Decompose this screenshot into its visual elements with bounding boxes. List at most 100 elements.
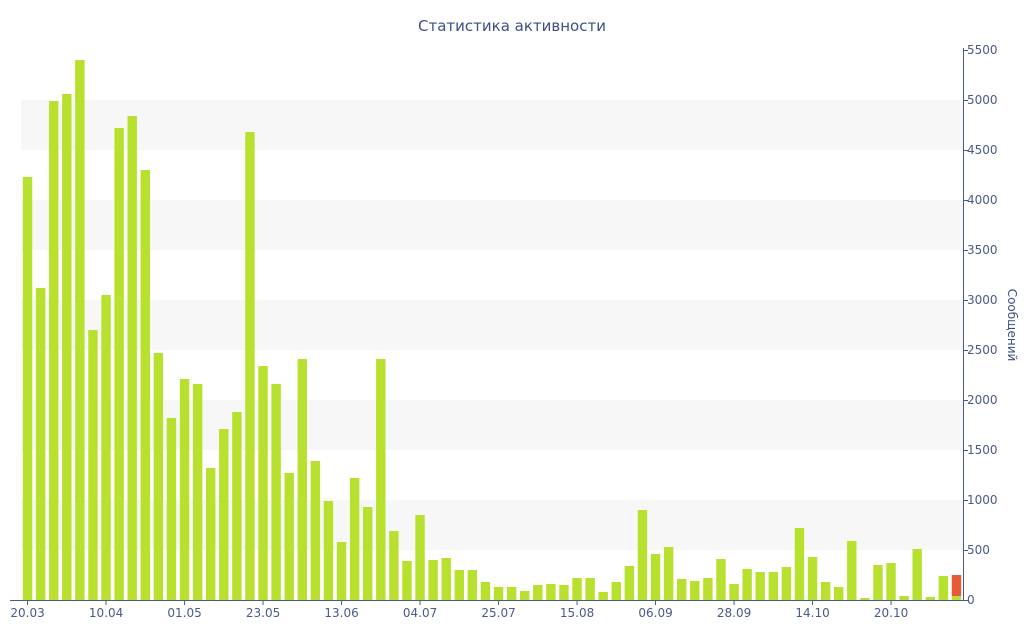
bar: [349, 478, 360, 600]
bar: [925, 597, 935, 600]
bar: [624, 566, 635, 600]
y-tick-label: 4000: [967, 193, 998, 207]
bar: [755, 572, 765, 600]
bar: [415, 515, 425, 600]
bar: [546, 584, 556, 600]
bar: [140, 170, 150, 600]
bar: [219, 429, 229, 600]
bar: [101, 295, 111, 600]
bar: [114, 128, 124, 600]
bar: [742, 569, 752, 600]
bar: [206, 468, 216, 600]
bar: [49, 101, 59, 600]
bar: [847, 541, 857, 600]
bar: [703, 578, 713, 600]
bar: [179, 379, 190, 600]
bar: [310, 461, 321, 600]
y-tick-label: 2500: [967, 343, 998, 357]
bar: [794, 528, 805, 600]
bar: [729, 584, 739, 600]
bar: [284, 473, 294, 600]
bar: [951, 575, 962, 596]
bar: [88, 330, 98, 600]
bar: [533, 585, 543, 600]
bar: [860, 598, 870, 600]
bar: [258, 366, 268, 600]
bar: [428, 560, 438, 600]
grid-band: [21, 200, 963, 250]
bar: [899, 596, 909, 600]
bar: [663, 547, 674, 600]
bar: [402, 561, 412, 600]
grid-band: [21, 400, 963, 450]
x-tick-label: 25.07: [481, 606, 515, 620]
y-tick-label: 3500: [967, 243, 998, 257]
bar: [297, 359, 307, 600]
bar: [637, 510, 648, 600]
bar: [520, 591, 530, 600]
bar: [493, 587, 504, 600]
bar: [454, 570, 464, 600]
bar: [585, 578, 595, 600]
x-tick-label: 28.09: [717, 606, 751, 620]
bar: [912, 549, 922, 600]
bar: [677, 579, 687, 600]
bar: [245, 132, 255, 600]
bar: [192, 384, 203, 600]
bar: [153, 353, 164, 600]
x-tick-label: 06.09: [638, 606, 672, 620]
y-tick-label: 1000: [967, 493, 998, 507]
bar: [650, 554, 661, 600]
grid-bands: [21, 100, 963, 550]
bar: [938, 576, 949, 600]
bar: [336, 542, 347, 600]
bar: [807, 557, 818, 600]
bar: [781, 567, 792, 600]
bar: [75, 60, 85, 600]
bar: [480, 582, 491, 600]
x-tick-label: 15.08: [560, 606, 594, 620]
bar: [559, 585, 569, 600]
x-tick-label: 10.04: [89, 606, 123, 620]
bar: [611, 582, 621, 600]
x-tick-label: 04.07: [403, 606, 437, 620]
y-tick-label: 5500: [967, 43, 998, 57]
x-tick-label: 13.06: [324, 606, 358, 620]
x-tick-label: 20.10: [874, 606, 908, 620]
chart-title: Статистика активности: [418, 17, 606, 35]
x-tick-label: 20.03: [10, 606, 44, 620]
bar: [389, 531, 399, 600]
bar: [716, 559, 726, 600]
bar: [834, 587, 844, 600]
bar: [271, 384, 281, 600]
y-tick-label: 3000: [967, 293, 998, 307]
grid-band: [21, 100, 963, 150]
bar: [22, 177, 33, 600]
bar: [951, 596, 962, 600]
bar: [323, 501, 334, 600]
bar: [690, 581, 700, 600]
bar: [441, 558, 451, 600]
bar: [572, 578, 582, 600]
y-tick-label: 5000: [967, 93, 998, 107]
y-tick-label: 2000: [967, 393, 998, 407]
y-tick-label: 4500: [967, 143, 998, 157]
bars: [22, 60, 962, 600]
x-tick-label: 14.10: [795, 606, 829, 620]
bar: [363, 507, 373, 600]
bar: [506, 587, 517, 600]
x-tick-label: 01.05: [167, 606, 201, 620]
y-tick-label: 500: [967, 543, 990, 557]
y-axis-title: Сообщений: [1005, 289, 1019, 362]
bar: [467, 570, 478, 600]
axes: 0 500 1000 1500 2000 2500 3000 3500 4000 4500 5000…: [10, 43, 998, 620]
bar: [820, 582, 831, 600]
bar: [35, 288, 46, 600]
x-tick-label: 23.05: [246, 606, 280, 620]
bar: [166, 418, 177, 600]
y-tick-label: 0: [967, 593, 975, 607]
bar: [376, 359, 386, 600]
bar: [886, 563, 896, 600]
bar: [768, 572, 778, 600]
